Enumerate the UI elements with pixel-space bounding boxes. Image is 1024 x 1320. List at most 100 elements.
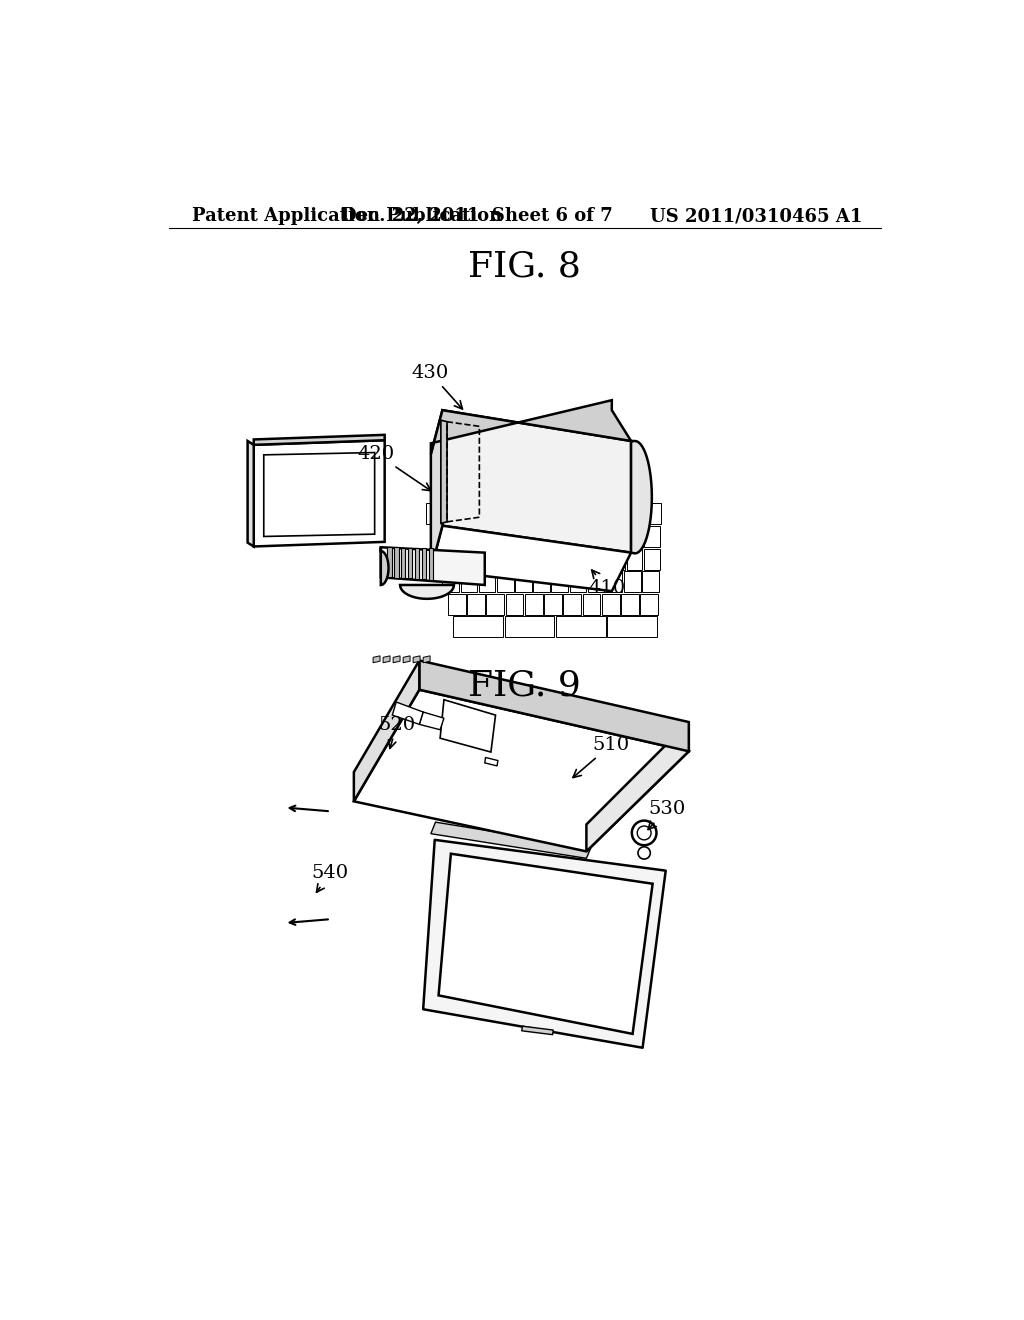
Polygon shape — [485, 503, 504, 524]
Polygon shape — [461, 572, 477, 593]
Polygon shape — [467, 594, 484, 615]
Polygon shape — [524, 503, 543, 524]
Polygon shape — [423, 656, 430, 663]
Polygon shape — [642, 572, 658, 593]
Polygon shape — [545, 503, 562, 524]
Polygon shape — [447, 594, 466, 615]
Polygon shape — [479, 572, 496, 593]
Polygon shape — [574, 549, 591, 570]
Polygon shape — [523, 549, 539, 570]
Polygon shape — [442, 411, 631, 553]
Polygon shape — [422, 548, 426, 579]
Polygon shape — [644, 525, 660, 546]
Polygon shape — [591, 525, 607, 546]
Text: FIG. 9: FIG. 9 — [468, 669, 582, 702]
Polygon shape — [431, 411, 442, 570]
Polygon shape — [608, 525, 625, 546]
Polygon shape — [455, 549, 470, 570]
Polygon shape — [486, 594, 504, 615]
Polygon shape — [624, 503, 641, 524]
Polygon shape — [454, 616, 503, 638]
Polygon shape — [541, 549, 556, 570]
Polygon shape — [609, 549, 625, 570]
Polygon shape — [602, 594, 620, 615]
Polygon shape — [573, 525, 590, 546]
Polygon shape — [248, 441, 254, 546]
Polygon shape — [484, 758, 498, 766]
Polygon shape — [607, 616, 657, 638]
Polygon shape — [643, 503, 662, 524]
Polygon shape — [644, 549, 659, 570]
Polygon shape — [563, 594, 581, 615]
Text: 410: 410 — [589, 570, 626, 598]
Text: FIG. 8: FIG. 8 — [468, 249, 582, 284]
Polygon shape — [520, 525, 537, 546]
Polygon shape — [484, 525, 501, 546]
Polygon shape — [505, 503, 523, 524]
Polygon shape — [415, 548, 419, 579]
Polygon shape — [400, 548, 406, 578]
Polygon shape — [419, 660, 689, 751]
Polygon shape — [515, 572, 531, 593]
Text: 540: 540 — [311, 865, 348, 892]
Polygon shape — [497, 572, 513, 593]
Polygon shape — [403, 656, 410, 663]
Polygon shape — [506, 594, 523, 615]
Polygon shape — [408, 548, 413, 578]
Polygon shape — [373, 656, 380, 663]
Polygon shape — [556, 616, 606, 638]
Text: 530: 530 — [648, 800, 685, 829]
Polygon shape — [603, 503, 622, 524]
Polygon shape — [606, 572, 623, 593]
Polygon shape — [538, 525, 554, 546]
Circle shape — [638, 847, 650, 859]
Polygon shape — [556, 525, 571, 546]
Polygon shape — [381, 548, 388, 585]
Polygon shape — [419, 711, 444, 730]
Polygon shape — [438, 854, 652, 1034]
Polygon shape — [431, 525, 631, 591]
Polygon shape — [426, 503, 444, 524]
Polygon shape — [506, 549, 521, 570]
Polygon shape — [431, 400, 631, 454]
Polygon shape — [423, 840, 666, 1048]
Polygon shape — [627, 525, 643, 546]
Polygon shape — [505, 616, 554, 638]
Polygon shape — [445, 503, 464, 524]
Polygon shape — [564, 503, 583, 524]
Polygon shape — [254, 434, 385, 445]
Polygon shape — [467, 525, 483, 546]
Polygon shape — [524, 594, 543, 615]
Polygon shape — [413, 656, 420, 663]
Polygon shape — [551, 572, 568, 593]
Polygon shape — [592, 549, 608, 570]
Polygon shape — [584, 503, 602, 524]
Polygon shape — [393, 656, 400, 663]
Polygon shape — [254, 441, 385, 546]
Text: 420: 420 — [357, 445, 431, 491]
Polygon shape — [354, 689, 689, 851]
Polygon shape — [442, 572, 459, 593]
Polygon shape — [354, 660, 419, 801]
Polygon shape — [437, 549, 453, 570]
Polygon shape — [640, 594, 658, 615]
Polygon shape — [558, 549, 573, 570]
Text: 520: 520 — [379, 715, 416, 748]
Polygon shape — [488, 549, 505, 570]
Circle shape — [632, 821, 656, 845]
Polygon shape — [381, 548, 484, 585]
Polygon shape — [383, 656, 390, 663]
Polygon shape — [521, 1026, 553, 1035]
Polygon shape — [624, 572, 641, 593]
Polygon shape — [587, 722, 689, 851]
Polygon shape — [387, 548, 391, 577]
Polygon shape — [264, 453, 375, 536]
Polygon shape — [432, 525, 447, 546]
Polygon shape — [534, 572, 550, 593]
Polygon shape — [503, 525, 518, 546]
Text: Dec. 22, 2011  Sheet 6 of 7: Dec. 22, 2011 Sheet 6 of 7 — [341, 207, 613, 226]
Text: US 2011/0310465 A1: US 2011/0310465 A1 — [649, 207, 862, 226]
Polygon shape — [394, 548, 398, 578]
Polygon shape — [569, 572, 586, 593]
Polygon shape — [588, 572, 604, 593]
